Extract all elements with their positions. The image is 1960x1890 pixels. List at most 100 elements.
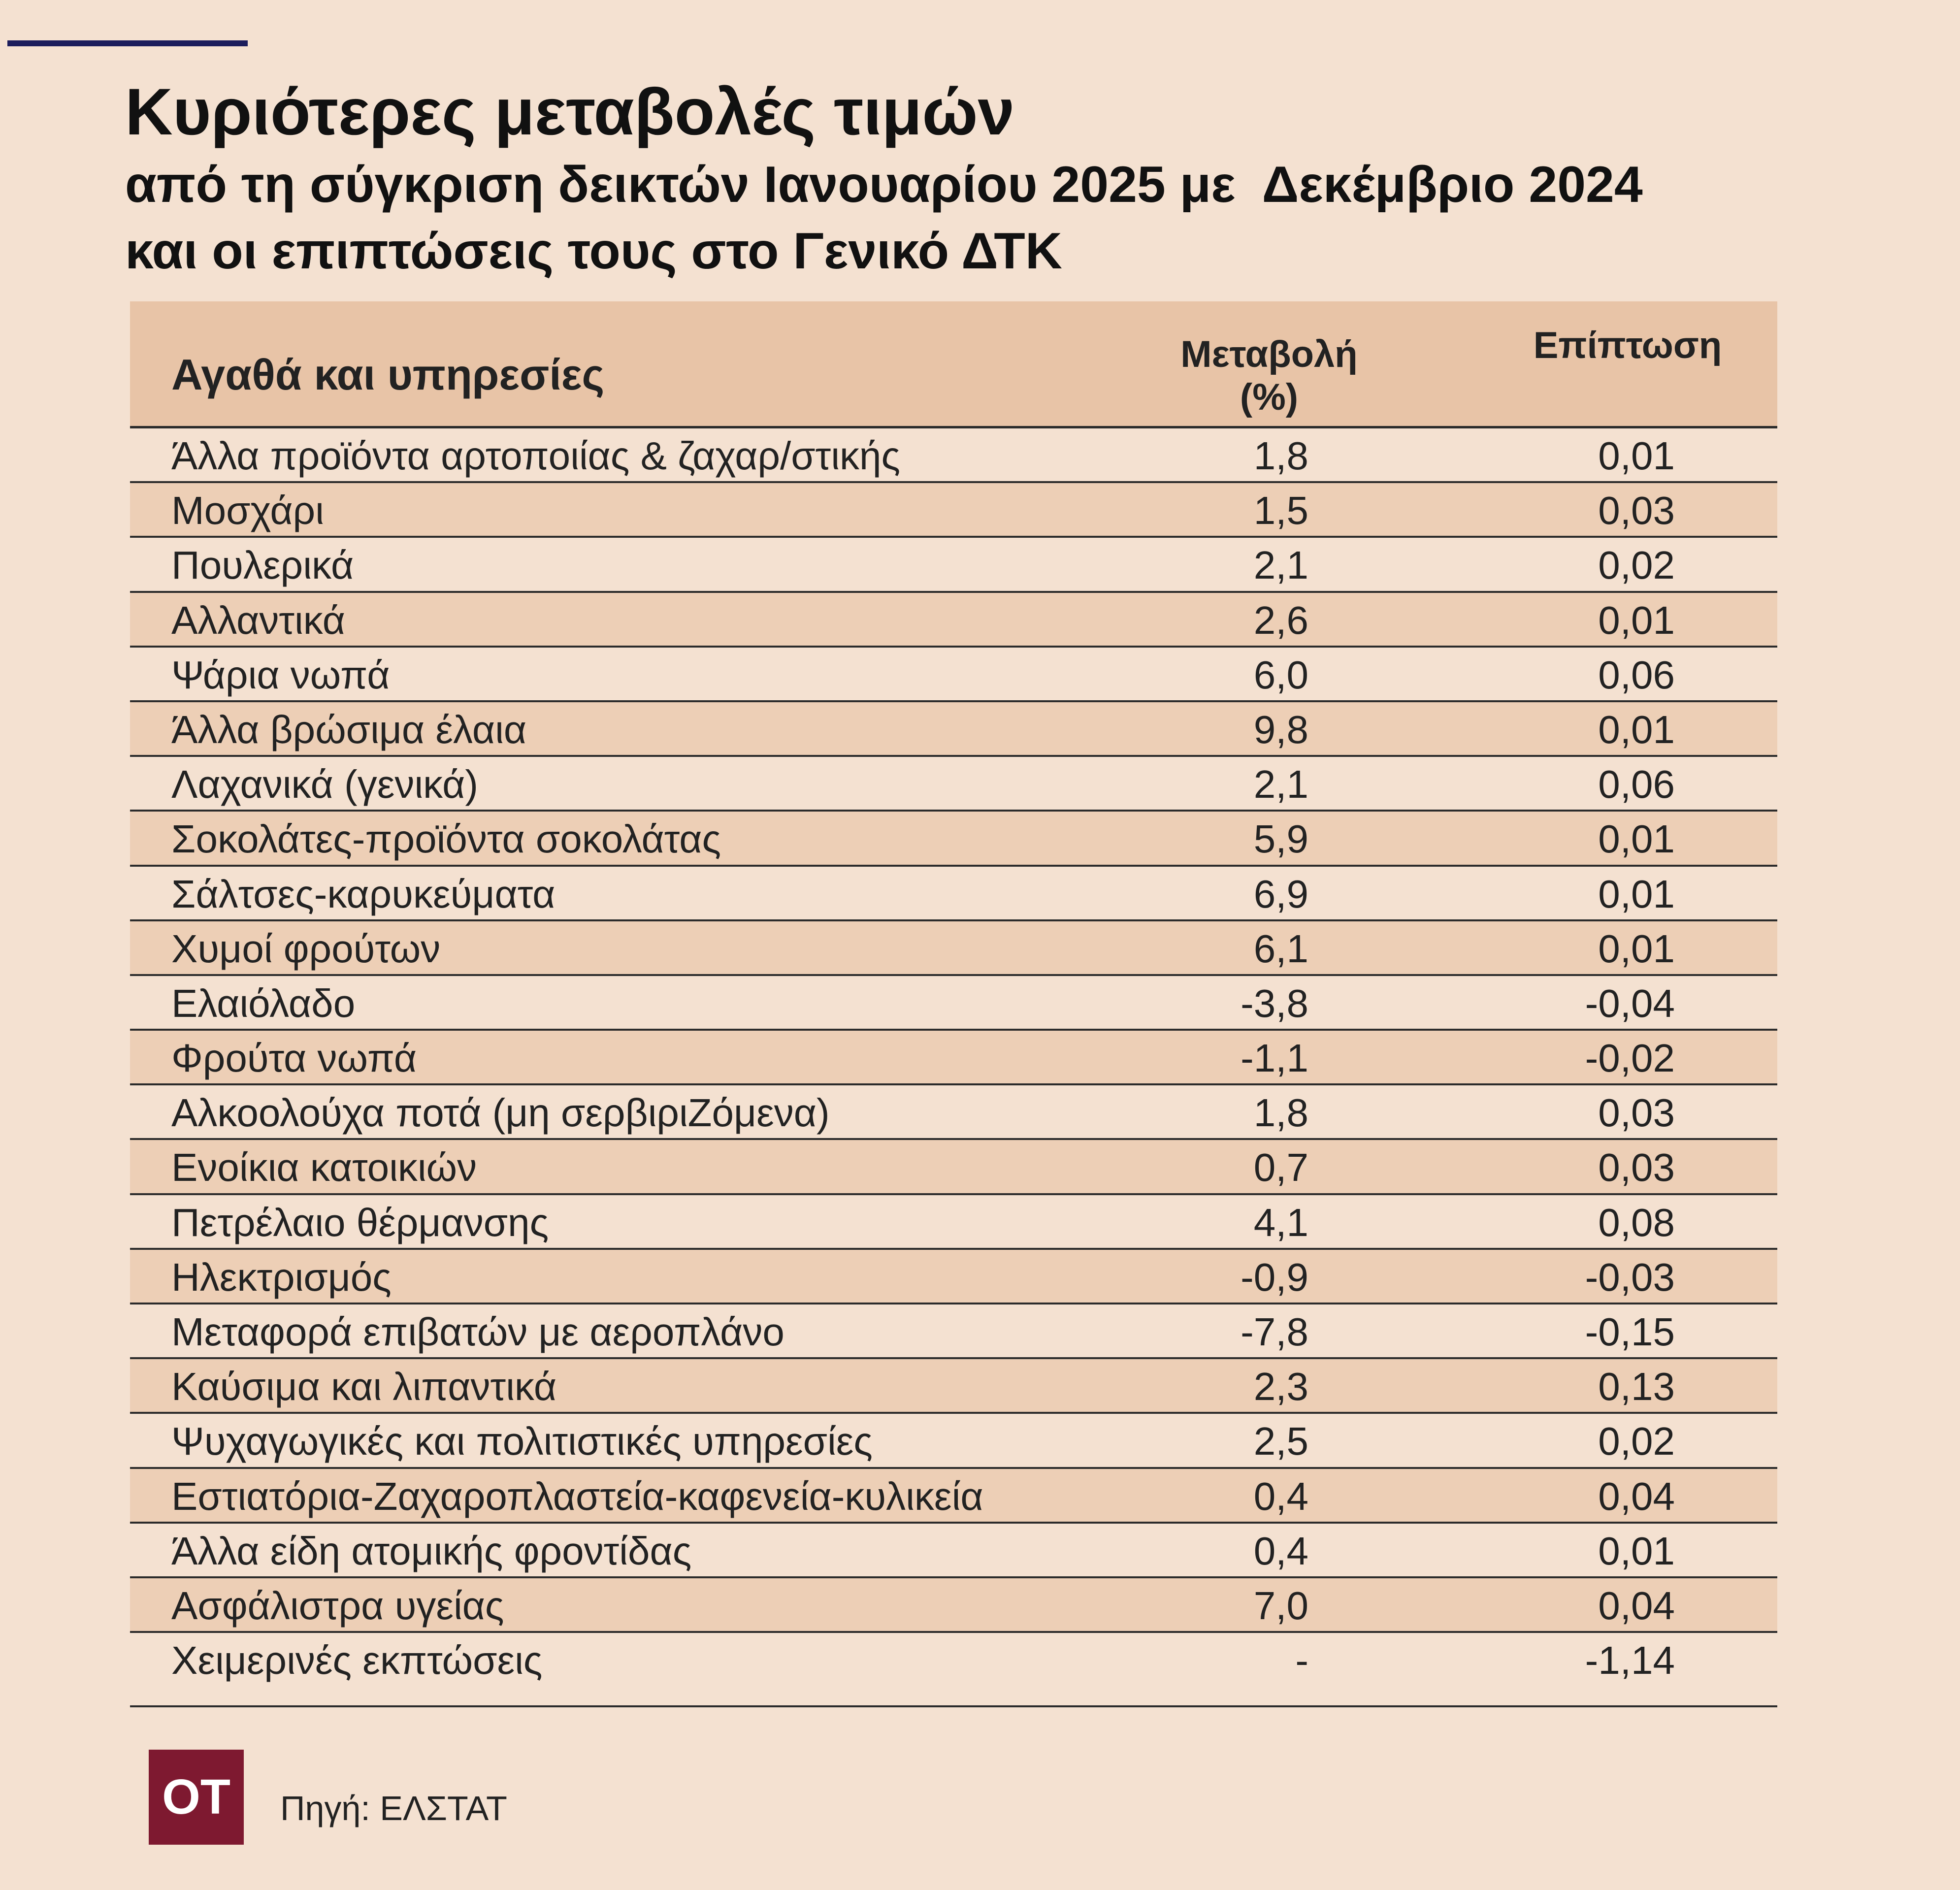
table-row: Σάλτσες-καρυκεύματα 6,9 0,01 <box>130 867 1777 921</box>
table-row: Ασφάλιστρα υγείας 7,0 0,04 <box>130 1578 1777 1633</box>
change-value: 5,9 <box>1253 817 1308 861</box>
impact-value: 0,13 <box>1598 1365 1675 1409</box>
table-row: Φρούτα νωπά -1,1 -0,02 <box>130 1031 1777 1086</box>
change-value: 9,8 <box>1253 707 1308 751</box>
item-label: Πουλερικά <box>171 543 354 587</box>
table-row: Άλλα είδη ατομικής φροντίδας 0,4 0,01 <box>130 1524 1777 1578</box>
item-label: Ηλεκτρισμός <box>171 1255 392 1299</box>
table-row: Πουλερικά 2,1 0,02 <box>130 538 1777 593</box>
publisher-logo: OT <box>149 1750 244 1845</box>
change-value: -0,9 <box>1241 1255 1308 1299</box>
table-row: Εστιατόρια-Ζαχαροπλαστεία-καφενεία-κυλικ… <box>130 1468 1777 1524</box>
impact-value: -0,02 <box>1585 1036 1675 1080</box>
item-label: Ψάρια νωπά <box>171 652 390 697</box>
table-row: Άλλα προϊόντα αρτοποιίας & ζαχαρ/στικής 1… <box>130 428 1777 484</box>
item-label: Πετρέλαιο θέρμανσης <box>171 1200 549 1244</box>
column-header-item: Αγαθά και υπηρεσίες <box>171 350 605 399</box>
impact-value: 0,02 <box>1598 543 1675 587</box>
item-label: Λαχανικά (γενικά) <box>171 762 479 807</box>
item-label: Μοσχάρι <box>171 489 324 533</box>
impact-value: 0,01 <box>1598 707 1675 751</box>
impact-value: 0,03 <box>1598 1145 1675 1190</box>
impact-value: 0,06 <box>1598 762 1675 807</box>
table-row: Σοκολάτες-προϊόντα σοκολάτας 5,9 0,01 <box>130 812 1777 867</box>
impact-value: 0,03 <box>1598 489 1675 533</box>
change-value: -7,8 <box>1241 1310 1308 1354</box>
item-label: Σοκολάτες-προϊόντα σοκολάτας <box>171 817 721 861</box>
impact-value: 0,04 <box>1598 1583 1675 1628</box>
item-label: Ενοίκια κατοικιών <box>171 1145 477 1190</box>
table-row: Χυμοί φρούτων 6,1 0,01 <box>130 921 1777 976</box>
column-header-change: Μεταβολή (%) <box>1180 333 1358 418</box>
change-value: 6,1 <box>1253 926 1308 971</box>
impact-value: 0,01 <box>1598 926 1675 971</box>
table-row: Μεταφορά επιβατών με αεροπλάνο -7,8 -0,15 <box>130 1304 1777 1360</box>
impact-value: 0,01 <box>1598 1529 1675 1573</box>
table-row: Καύσιμα και λιπαντικά 2,3 0,13 <box>130 1359 1777 1414</box>
item-label: Αλλαντικά <box>171 598 346 642</box>
change-value: 4,1 <box>1253 1200 1308 1244</box>
impact-value: -0,04 <box>1585 981 1675 1025</box>
change-value: 6,9 <box>1253 872 1308 916</box>
item-label: Εστιατόρια-Ζαχαροπλαστεία-καφενεία-κυλικ… <box>171 1474 983 1518</box>
source-note: Πηγή: ΕΛΣΤΑΤ <box>280 1789 507 1827</box>
impact-value: -0,03 <box>1585 1255 1675 1299</box>
impact-value: 0,01 <box>1598 434 1675 478</box>
impact-value: 0,03 <box>1598 1091 1675 1135</box>
table-row: Χειμερινές εκπτώσεις - -1,14 <box>130 1633 1777 1708</box>
change-value: -1,1 <box>1241 1036 1308 1080</box>
table-row: Ηλεκτρισμός -0,9 -0,03 <box>130 1249 1777 1304</box>
accent-line <box>7 40 248 46</box>
change-value: 1,5 <box>1253 489 1308 533</box>
table-body: Άλλα προϊόντα αρτοποιίας & ζαχαρ/στικής 1… <box>130 428 1777 1708</box>
table-row: Λαχανικά (γενικά) 2,1 0,06 <box>130 757 1777 812</box>
item-label: Φρούτα νωπά <box>171 1036 417 1080</box>
change-value: 1,8 <box>1253 434 1308 478</box>
table-row: Ψυχαγωγικές και πολιτιστικές υπηρεσίες 2,… <box>130 1414 1777 1469</box>
change-value: 1,8 <box>1253 1091 1308 1135</box>
change-value: 0,7 <box>1253 1145 1308 1190</box>
table-row: Ελαιόλαδο -3,8 -0,04 <box>130 976 1777 1031</box>
table-row: Ψάρια νωπά 6,0 0,06 <box>130 648 1777 702</box>
change-value: 7,0 <box>1253 1583 1308 1628</box>
impact-value: 0,06 <box>1598 652 1675 697</box>
change-value: 6,0 <box>1253 652 1308 697</box>
table-row: Μοσχάρι 1,5 0,03 <box>130 483 1777 538</box>
change-value: -3,8 <box>1241 981 1308 1025</box>
item-label: Ασφάλιστρα υγείας <box>171 1583 504 1628</box>
item-label: Άλλα είδη ατομικής φροντίδας <box>171 1529 692 1573</box>
change-value: 2,3 <box>1253 1365 1308 1409</box>
change-value: 0,4 <box>1253 1474 1308 1518</box>
item-label: Καύσιμα και λιπαντικά <box>171 1365 557 1409</box>
item-label: Χειμερινές εκπτώσεις <box>171 1638 543 1683</box>
chart-subtitle: από τη σύγκριση δεικτών Ιανουαρίου 2025 … <box>125 156 1643 280</box>
chart-title: Κυριότερες μεταβολές τιμών <box>125 75 1015 149</box>
change-value: - <box>1295 1638 1308 1683</box>
impact-value: 0,01 <box>1598 598 1675 642</box>
impact-value: 0,04 <box>1598 1474 1675 1518</box>
table-row: Αλκοολούχα ποτά (μη σερβιριΖόμενα) 1,8 0,0… <box>130 1085 1777 1141</box>
impact-value: -0,15 <box>1585 1310 1675 1354</box>
table-header: Αγαθά και υπηρεσίες Μεταβολή (%) Επίπτωσ… <box>130 301 1777 428</box>
item-label: Άλλα βρώσιμα έλαια <box>171 707 527 751</box>
data-table: Αγαθά και υπηρεσίες Μεταβολή (%) Επίπτωσ… <box>130 301 1777 1708</box>
item-label: Ψυχαγωγικές και πολιτιστικές υπηρεσίες <box>171 1419 873 1464</box>
impact-value: 0,02 <box>1598 1419 1675 1464</box>
item-label: Χυμοί φρούτων <box>171 926 441 971</box>
impact-value: -1,14 <box>1585 1638 1675 1683</box>
change-value: 2,1 <box>1253 762 1308 807</box>
item-label: Μεταφορά επιβατών με αεροπλάνο <box>171 1310 784 1354</box>
change-value: 0,4 <box>1253 1529 1308 1573</box>
impact-value: 0,08 <box>1598 1200 1675 1244</box>
item-label: Αλκοολούχα ποτά (μη σερβιριΖόμενα) <box>171 1091 830 1135</box>
table-row: Αλλαντικά 2,6 0,01 <box>130 592 1777 648</box>
column-header-impact: Επίπτωση <box>1533 325 1722 366</box>
change-value: 2,1 <box>1253 543 1308 587</box>
impact-value: 0,01 <box>1598 817 1675 861</box>
item-label: Σάλτσες-καρυκεύματα <box>171 872 555 916</box>
change-value: 2,6 <box>1253 598 1308 642</box>
item-label: Ελαιόλαδο <box>171 981 356 1025</box>
change-value: 2,5 <box>1253 1419 1308 1464</box>
table-row: Πετρέλαιο θέρμανσης 4,1 0,08 <box>130 1195 1777 1250</box>
table-row: Άλλα βρώσιμα έλαια 9,8 0,01 <box>130 702 1777 757</box>
